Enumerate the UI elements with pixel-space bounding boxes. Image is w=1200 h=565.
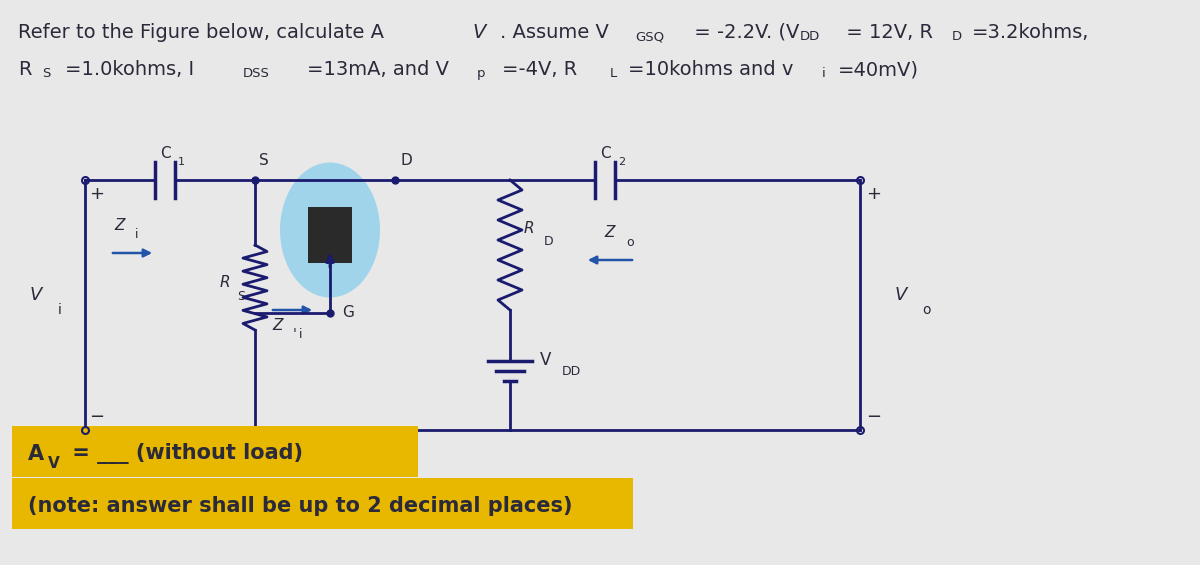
Text: i: i — [299, 328, 302, 341]
Text: DD: DD — [562, 365, 581, 378]
Text: D: D — [952, 30, 962, 43]
Text: Z: Z — [605, 225, 616, 240]
Text: R: R — [524, 221, 535, 236]
Text: V: V — [472, 23, 485, 42]
Text: C: C — [600, 146, 611, 161]
Text: GSQ: GSQ — [635, 30, 664, 43]
Text: S: S — [42, 67, 50, 80]
Text: i: i — [134, 228, 138, 241]
Text: o: o — [922, 303, 930, 317]
Text: p: p — [476, 67, 486, 80]
Text: A: A — [28, 444, 44, 464]
Ellipse shape — [280, 163, 380, 298]
Text: =13mA, and V: =13mA, and V — [307, 60, 449, 79]
Text: C: C — [160, 146, 170, 161]
Text: V: V — [540, 351, 551, 369]
Text: (note: answer shall be up to 2 decimal places): (note: answer shall be up to 2 decimal p… — [28, 496, 572, 516]
Text: +: + — [866, 185, 881, 203]
Text: ': ' — [293, 327, 296, 341]
Text: 2: 2 — [618, 157, 625, 167]
Text: G: G — [342, 305, 354, 320]
Text: o: o — [626, 236, 634, 249]
Text: i: i — [822, 67, 826, 80]
Text: V: V — [895, 286, 907, 304]
Text: V: V — [48, 457, 60, 472]
Text: = 12V, R: = 12V, R — [840, 23, 934, 42]
Text: Z: Z — [272, 318, 282, 333]
Text: =1.0kohms, I: =1.0kohms, I — [65, 60, 194, 79]
Text: =-4V, R: =-4V, R — [502, 60, 577, 79]
Text: D: D — [401, 153, 413, 168]
Bar — [308, 207, 352, 263]
Text: L: L — [610, 67, 617, 80]
Text: =40mV): =40mV) — [838, 60, 919, 79]
Text: +: + — [89, 185, 104, 203]
Text: R: R — [220, 276, 230, 290]
Text: −: − — [89, 408, 104, 426]
Text: S: S — [236, 289, 245, 302]
Text: −: − — [866, 408, 881, 426]
Text: = ___ (without load): = ___ (without load) — [65, 444, 302, 464]
Text: V: V — [30, 286, 42, 304]
FancyBboxPatch shape — [12, 478, 634, 529]
Text: Z: Z — [115, 218, 125, 233]
Text: i: i — [58, 303, 62, 317]
Text: DSS: DSS — [244, 67, 270, 80]
Text: S: S — [259, 153, 269, 168]
Text: . Assume V: . Assume V — [500, 23, 608, 42]
Text: =3.2kohms,: =3.2kohms, — [972, 23, 1090, 42]
Text: D: D — [544, 235, 553, 248]
Text: = -2.2V. (V: = -2.2V. (V — [688, 23, 799, 42]
Text: DD: DD — [800, 30, 821, 43]
FancyBboxPatch shape — [12, 426, 418, 477]
Text: R: R — [18, 60, 31, 79]
Text: 1: 1 — [178, 157, 185, 167]
Text: Refer to the Figure below, calculate A: Refer to the Figure below, calculate A — [18, 23, 384, 42]
Text: =10kohms and v: =10kohms and v — [628, 60, 793, 79]
